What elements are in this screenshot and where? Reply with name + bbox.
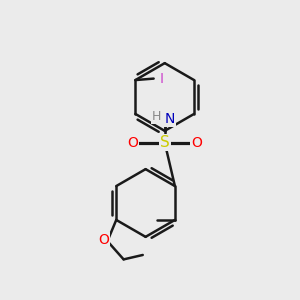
Text: N: N	[165, 112, 175, 126]
Text: O: O	[128, 136, 138, 150]
Text: I: I	[160, 72, 164, 86]
Text: O: O	[98, 233, 109, 247]
Text: H: H	[152, 110, 161, 123]
Text: O: O	[191, 136, 202, 150]
Text: S: S	[160, 135, 169, 150]
